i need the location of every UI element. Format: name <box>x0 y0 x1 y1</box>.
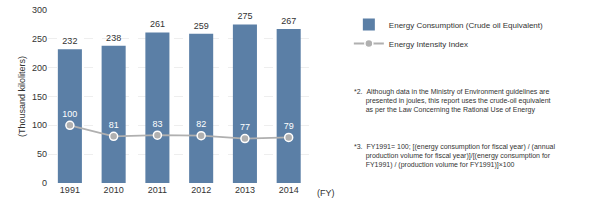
svg-text:Energy Consumption (Crude oil: Energy Consumption (Crude oil Equivalent… <box>389 21 543 30</box>
svg-text:200: 200 <box>32 63 47 73</box>
svg-text:(FY): (FY) <box>317 188 335 198</box>
svg-text:2012: 2012 <box>191 185 211 195</box>
svg-text:82: 82 <box>196 119 206 129</box>
svg-text:2011: 2011 <box>148 185 167 195</box>
svg-text:100: 100 <box>62 109 77 119</box>
svg-text:83: 83 <box>152 119 162 129</box>
svg-text:Energy Intensity Index: Energy Intensity Index <box>389 40 468 49</box>
svg-text:275: 275 <box>237 11 252 21</box>
svg-text:2013: 2013 <box>235 185 255 195</box>
svg-text:2010: 2010 <box>104 185 124 195</box>
svg-text:79: 79 <box>284 121 294 131</box>
svg-text:150: 150 <box>32 92 47 102</box>
svg-text:2014: 2014 <box>279 185 299 195</box>
svg-text:250: 250 <box>32 34 47 44</box>
svg-text:*3. FY1991= 100; [(energy con: *3. FY1991= 100; [(energy consumption fo… <box>354 143 555 169</box>
svg-text:(Thousand kiloliters): (Thousand kiloliters) <box>17 56 27 137</box>
svg-text:77: 77 <box>240 122 250 132</box>
svg-text:0: 0 <box>42 178 47 188</box>
svg-text:300: 300 <box>32 5 47 15</box>
svg-text:238: 238 <box>106 33 121 43</box>
svg-text:232: 232 <box>62 36 77 46</box>
svg-text:50: 50 <box>37 149 47 159</box>
svg-text:1991: 1991 <box>60 185 80 195</box>
svg-text:267: 267 <box>281 16 296 26</box>
svg-text:81: 81 <box>109 120 119 130</box>
svg-text:261: 261 <box>150 19 165 29</box>
svg-text:*2. Although data in the Mini: *2. Although data in the Ministry of Env… <box>354 88 551 114</box>
svg-text:100: 100 <box>32 120 47 130</box>
svg-text:259: 259 <box>194 21 209 31</box>
